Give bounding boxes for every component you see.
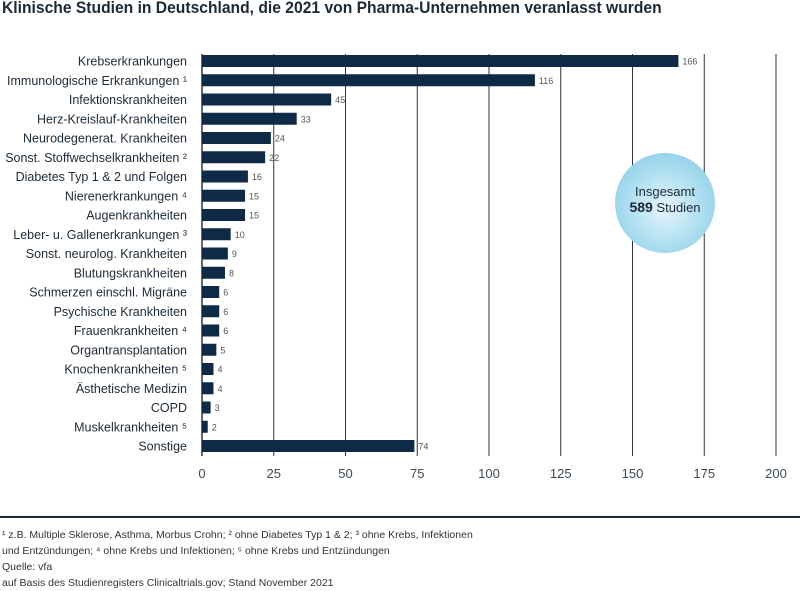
bar	[202, 286, 220, 298]
x-tick-label: 125	[550, 466, 572, 481]
category-label: Sonst. neurolog. Krankheiten	[26, 247, 187, 261]
total-number: 589	[629, 199, 653, 215]
category-label: Schmerzen einschl. Migräne	[29, 286, 187, 300]
total-label: Insgesamt	[635, 184, 695, 199]
bar	[202, 112, 297, 125]
x-tick-label: 100	[478, 466, 500, 481]
data-label: 5	[220, 345, 225, 355]
category-label: Frauenkrankheiten ⁴	[74, 324, 187, 338]
category-label: Sonstige	[138, 440, 187, 454]
x-tick-label: 150	[622, 466, 644, 481]
data-label: 15	[249, 191, 259, 201]
data-label: 22	[269, 153, 279, 163]
category-label: Knochenkrankheiten ⁵	[64, 363, 187, 377]
x-tick-label: 175	[693, 466, 715, 481]
bar	[202, 74, 535, 87]
data-label: 8	[229, 268, 234, 278]
data-label: 3	[215, 403, 220, 413]
data-label: 116	[539, 76, 553, 86]
bar	[202, 343, 217, 356]
category-label: Infektionskrankheiten	[69, 93, 187, 107]
bar	[202, 170, 248, 183]
category-label: Krebserkrankungen	[78, 55, 187, 69]
source-basis: auf Basis des Studienregisters Clinicalt…	[2, 577, 334, 589]
bar	[202, 189, 246, 202]
bar	[202, 401, 211, 414]
x-tick-label: 0	[198, 466, 205, 481]
bar	[202, 228, 231, 241]
total-unit: Studien	[656, 200, 701, 215]
category-label: Blutungskrankheiten	[74, 266, 187, 280]
data-label: 4	[217, 365, 222, 375]
data-label: 6	[223, 307, 228, 317]
data-label: 6	[223, 326, 228, 336]
category-label: Immunologische Erkrankungen ¹	[7, 74, 187, 88]
footnote: ¹ z.B. Multiple Sklerose, Asthma, Morbus…	[2, 529, 473, 541]
category-label: Muskelkrankheiten ⁵	[74, 420, 187, 434]
data-label: 9	[232, 249, 237, 259]
x-tick-label: 200	[765, 466, 787, 481]
category-label: Organtransplantation	[70, 343, 187, 357]
data-label: 15	[249, 211, 259, 221]
bar	[202, 324, 220, 337]
bar	[202, 209, 246, 221]
bar	[202, 55, 679, 67]
category-label: Herz-Kreislauf-Krankheiten	[37, 112, 187, 126]
total-bubble: Insgesamt 589 Studien	[615, 153, 715, 253]
data-label: 166	[682, 57, 697, 67]
data-label: 33	[301, 114, 311, 124]
bar	[202, 440, 415, 452]
bar	[202, 266, 225, 279]
data-label: 16	[252, 172, 262, 182]
data-label: 45	[335, 95, 345, 105]
data-label: 4	[217, 384, 222, 394]
footnotes: ¹ z.B. Multiple Sklerose, Asthma, Morbus…	[2, 527, 473, 591]
category-label: Nierenerkrankungen ⁴	[65, 189, 187, 203]
data-label: 74	[418, 442, 428, 452]
x-tick-label: 75	[410, 466, 424, 481]
data-label: 10	[235, 230, 245, 240]
bar	[202, 363, 214, 375]
category-label: Leber- u. Gallenerkrankungen ³	[13, 228, 187, 242]
source: Quelle: vfa	[2, 561, 53, 573]
category-label: Neurodegenerat. Krankheiten	[23, 132, 187, 146]
chart-title: Klinische Studien in Deutschland, die 20…	[2, 0, 662, 17]
bar	[202, 132, 271, 144]
data-label: 6	[223, 288, 228, 298]
bar	[202, 93, 332, 106]
bar	[202, 151, 266, 164]
bar	[202, 382, 214, 395]
category-label: Sonst. Stoffwechselkrankheiten ²	[5, 151, 187, 165]
data-label: 24	[275, 134, 285, 144]
category-label: Diabetes Typ 1 & 2 und Folgen	[16, 170, 187, 184]
x-tick-label: 25	[267, 466, 281, 481]
category-label: Augenkrankheiten	[86, 209, 187, 223]
data-label: 2	[212, 422, 217, 432]
bar	[202, 247, 228, 260]
category-label: COPD	[151, 401, 187, 415]
separator	[0, 516, 800, 518]
footnote: und Entzündungen; ⁴ ohne Krebs und Infek…	[2, 545, 390, 557]
category-label: Psychische Krankheiten	[54, 305, 187, 319]
category-label: Ästhetische Medizin	[76, 382, 187, 396]
x-tick-label: 50	[338, 466, 352, 481]
bar	[202, 420, 208, 433]
bar	[202, 305, 220, 318]
